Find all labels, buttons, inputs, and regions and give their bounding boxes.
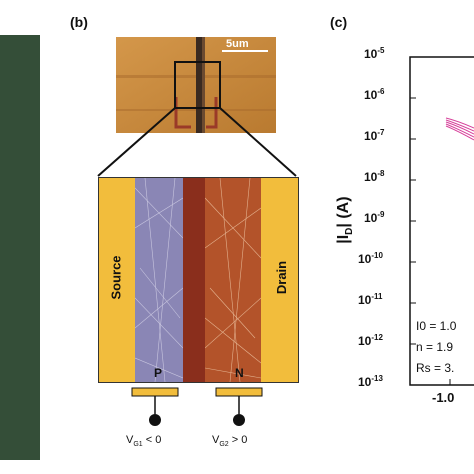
p-region	[134, 178, 184, 382]
ytick-label: 10-10	[358, 251, 383, 266]
n-label: N	[235, 366, 244, 380]
ytick-label: 10-9	[364, 210, 385, 225]
ytick-label: 10-11	[358, 292, 383, 307]
ytick-label: 10-5	[364, 46, 385, 61]
fit-param-i0: I0 = 1.0	[416, 319, 457, 333]
ytick-label: 10-12	[358, 333, 383, 348]
optical-micrograph	[116, 37, 276, 133]
drain-electrode	[261, 178, 298, 382]
n-nanowires	[204, 178, 262, 382]
gate1-voltage-label: VG1 < 0	[126, 434, 162, 449]
xtick-label: -1.0	[432, 390, 455, 405]
junction-region	[183, 178, 205, 382]
micrograph-detail	[116, 37, 276, 133]
n-region	[204, 178, 262, 382]
scale-bar-label: 5um	[226, 38, 249, 50]
p-nanowires	[134, 178, 184, 382]
fit-param-n: n = 1.9	[416, 340, 454, 354]
panel-b-label: (b)	[70, 14, 88, 30]
scale-bar-line	[222, 50, 268, 52]
ytick-label: 10-6	[364, 87, 385, 102]
ytick-label: 10-13	[358, 374, 383, 389]
ytick-label: 10-7	[364, 128, 385, 143]
device-schematic	[98, 177, 299, 383]
fit-param-rs: Rs = 3.	[416, 361, 455, 375]
p-label: P	[154, 366, 163, 380]
panel-c-label: (c)	[330, 14, 348, 30]
panel-a-image	[0, 35, 40, 460]
ytick-label: 10-8	[364, 169, 385, 184]
gate2-voltage-label: VG2 > 0	[212, 434, 248, 449]
iv-curves	[445, 117, 474, 141]
source-electrode	[99, 178, 135, 382]
